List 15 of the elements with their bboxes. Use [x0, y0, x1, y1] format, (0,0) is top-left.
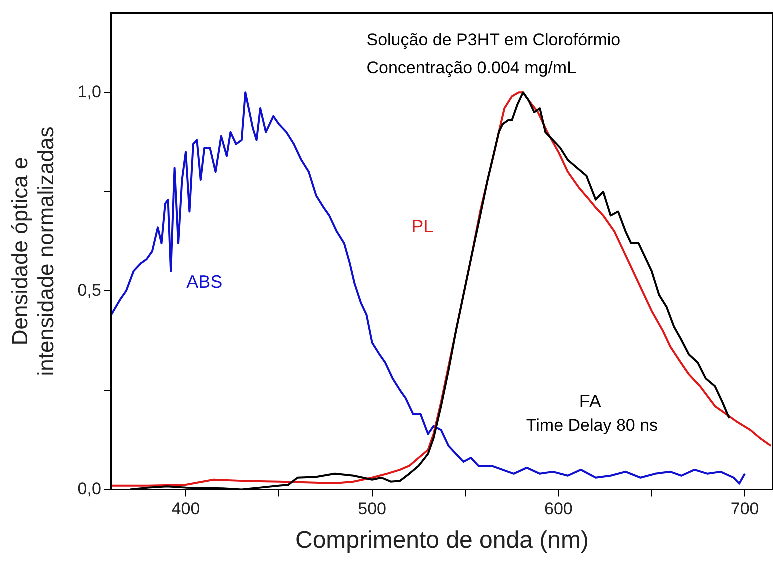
- y-axis-title: Densidade óptica e intensidade normalizadas: [7, 126, 59, 376]
- y-tick-label: 1,0: [78, 82, 102, 102]
- x-tick-label: 500: [358, 500, 387, 519]
- text: PL: [412, 216, 434, 237]
- x-tick-label: 700: [730, 500, 760, 519]
- x-tick-label: 600: [544, 500, 573, 519]
- y-tick-label: 0,5: [78, 280, 102, 300]
- annotation: Solução de P3HT em Clorofórmio: [366, 30, 621, 50]
- series-label: ABS: [186, 272, 223, 292]
- text: FA: [579, 391, 602, 412]
- x-tick-label: 400: [172, 500, 200, 519]
- x-axis-title: Comprimento de onda (nm): [295, 527, 589, 554]
- annotation: Concentração 0.004 mg/mL: [366, 58, 577, 78]
- y-tick-label: 0,0: [78, 479, 102, 498]
- annotation: Time Delay 80 ns: [526, 416, 658, 435]
